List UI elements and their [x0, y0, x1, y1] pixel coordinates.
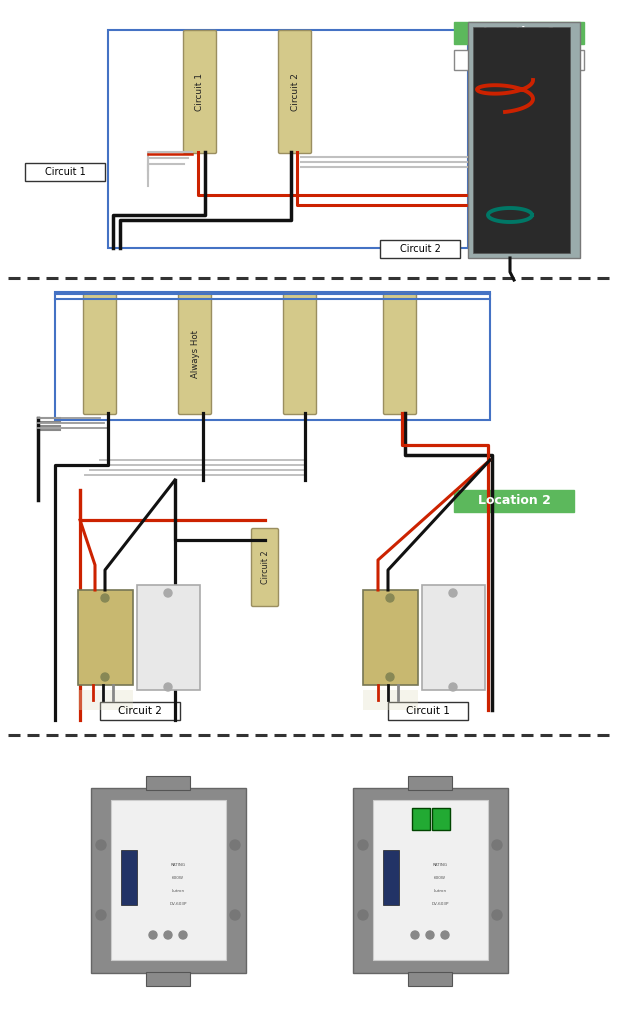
Bar: [121, 850, 137, 905]
Bar: [78, 590, 133, 685]
Circle shape: [96, 910, 106, 920]
Bar: [363, 590, 418, 685]
Text: 600W: 600W: [172, 876, 184, 880]
Circle shape: [358, 910, 368, 920]
Bar: [388, 702, 468, 720]
Circle shape: [149, 931, 157, 939]
Bar: [383, 850, 399, 905]
Bar: [363, 690, 418, 710]
Circle shape: [101, 673, 109, 681]
FancyBboxPatch shape: [278, 31, 312, 154]
Circle shape: [96, 840, 106, 850]
Bar: [454, 490, 574, 512]
Text: Location 2: Location 2: [478, 495, 550, 508]
Text: Circuit 2: Circuit 2: [399, 244, 440, 254]
Circle shape: [179, 931, 187, 939]
Bar: [25, 163, 105, 181]
Text: Circuit 1: Circuit 1: [45, 167, 85, 177]
Circle shape: [386, 594, 394, 602]
Bar: [146, 776, 190, 790]
Bar: [91, 788, 246, 973]
Bar: [108, 30, 468, 248]
Circle shape: [164, 683, 172, 691]
Text: Circuit 2: Circuit 2: [260, 551, 270, 585]
FancyBboxPatch shape: [284, 294, 317, 415]
Bar: [55, 292, 490, 420]
Bar: [473, 27, 570, 253]
Circle shape: [426, 931, 434, 939]
Bar: [454, 22, 584, 44]
Bar: [373, 800, 488, 961]
Text: Circuit 1: Circuit 1: [406, 706, 450, 716]
Text: Lutron DV-603P: Lutron DV-603P: [476, 55, 562, 65]
Circle shape: [449, 589, 457, 597]
Circle shape: [230, 910, 240, 920]
Bar: [137, 585, 200, 690]
Circle shape: [230, 840, 240, 850]
Text: Always Hot: Always Hot: [191, 330, 199, 378]
Bar: [353, 788, 508, 973]
Bar: [408, 776, 452, 790]
Bar: [468, 22, 580, 258]
Bar: [146, 972, 190, 986]
Bar: [422, 585, 485, 690]
FancyBboxPatch shape: [183, 31, 217, 154]
Text: Location 1: Location 1: [483, 27, 555, 40]
Circle shape: [358, 840, 368, 850]
Text: RATING: RATING: [170, 863, 186, 867]
Circle shape: [492, 840, 502, 850]
Circle shape: [164, 589, 172, 597]
Text: Circuit 2: Circuit 2: [291, 73, 299, 111]
Bar: [454, 50, 584, 70]
Circle shape: [386, 673, 394, 681]
Text: 600W: 600W: [434, 876, 446, 880]
Text: Lutron: Lutron: [171, 889, 184, 893]
FancyBboxPatch shape: [252, 528, 278, 606]
Text: Circuit 2: Circuit 2: [118, 706, 162, 716]
Text: Circuit 1: Circuit 1: [196, 73, 204, 111]
FancyBboxPatch shape: [384, 294, 417, 415]
Circle shape: [492, 910, 502, 920]
Text: DV-603P: DV-603P: [431, 902, 449, 906]
Circle shape: [441, 931, 449, 939]
Text: RATING: RATING: [432, 863, 448, 867]
Bar: [408, 972, 452, 986]
Bar: [100, 702, 180, 720]
Circle shape: [449, 683, 457, 691]
Circle shape: [164, 931, 172, 939]
FancyBboxPatch shape: [83, 294, 117, 415]
Bar: [432, 808, 450, 830]
Circle shape: [411, 931, 419, 939]
Text: DV-603P: DV-603P: [170, 902, 187, 906]
Bar: [412, 808, 430, 830]
Circle shape: [101, 594, 109, 602]
Bar: [380, 240, 460, 258]
Bar: [78, 690, 133, 710]
Bar: [111, 800, 226, 961]
FancyBboxPatch shape: [178, 294, 212, 415]
Text: Lutron: Lutron: [433, 889, 446, 893]
